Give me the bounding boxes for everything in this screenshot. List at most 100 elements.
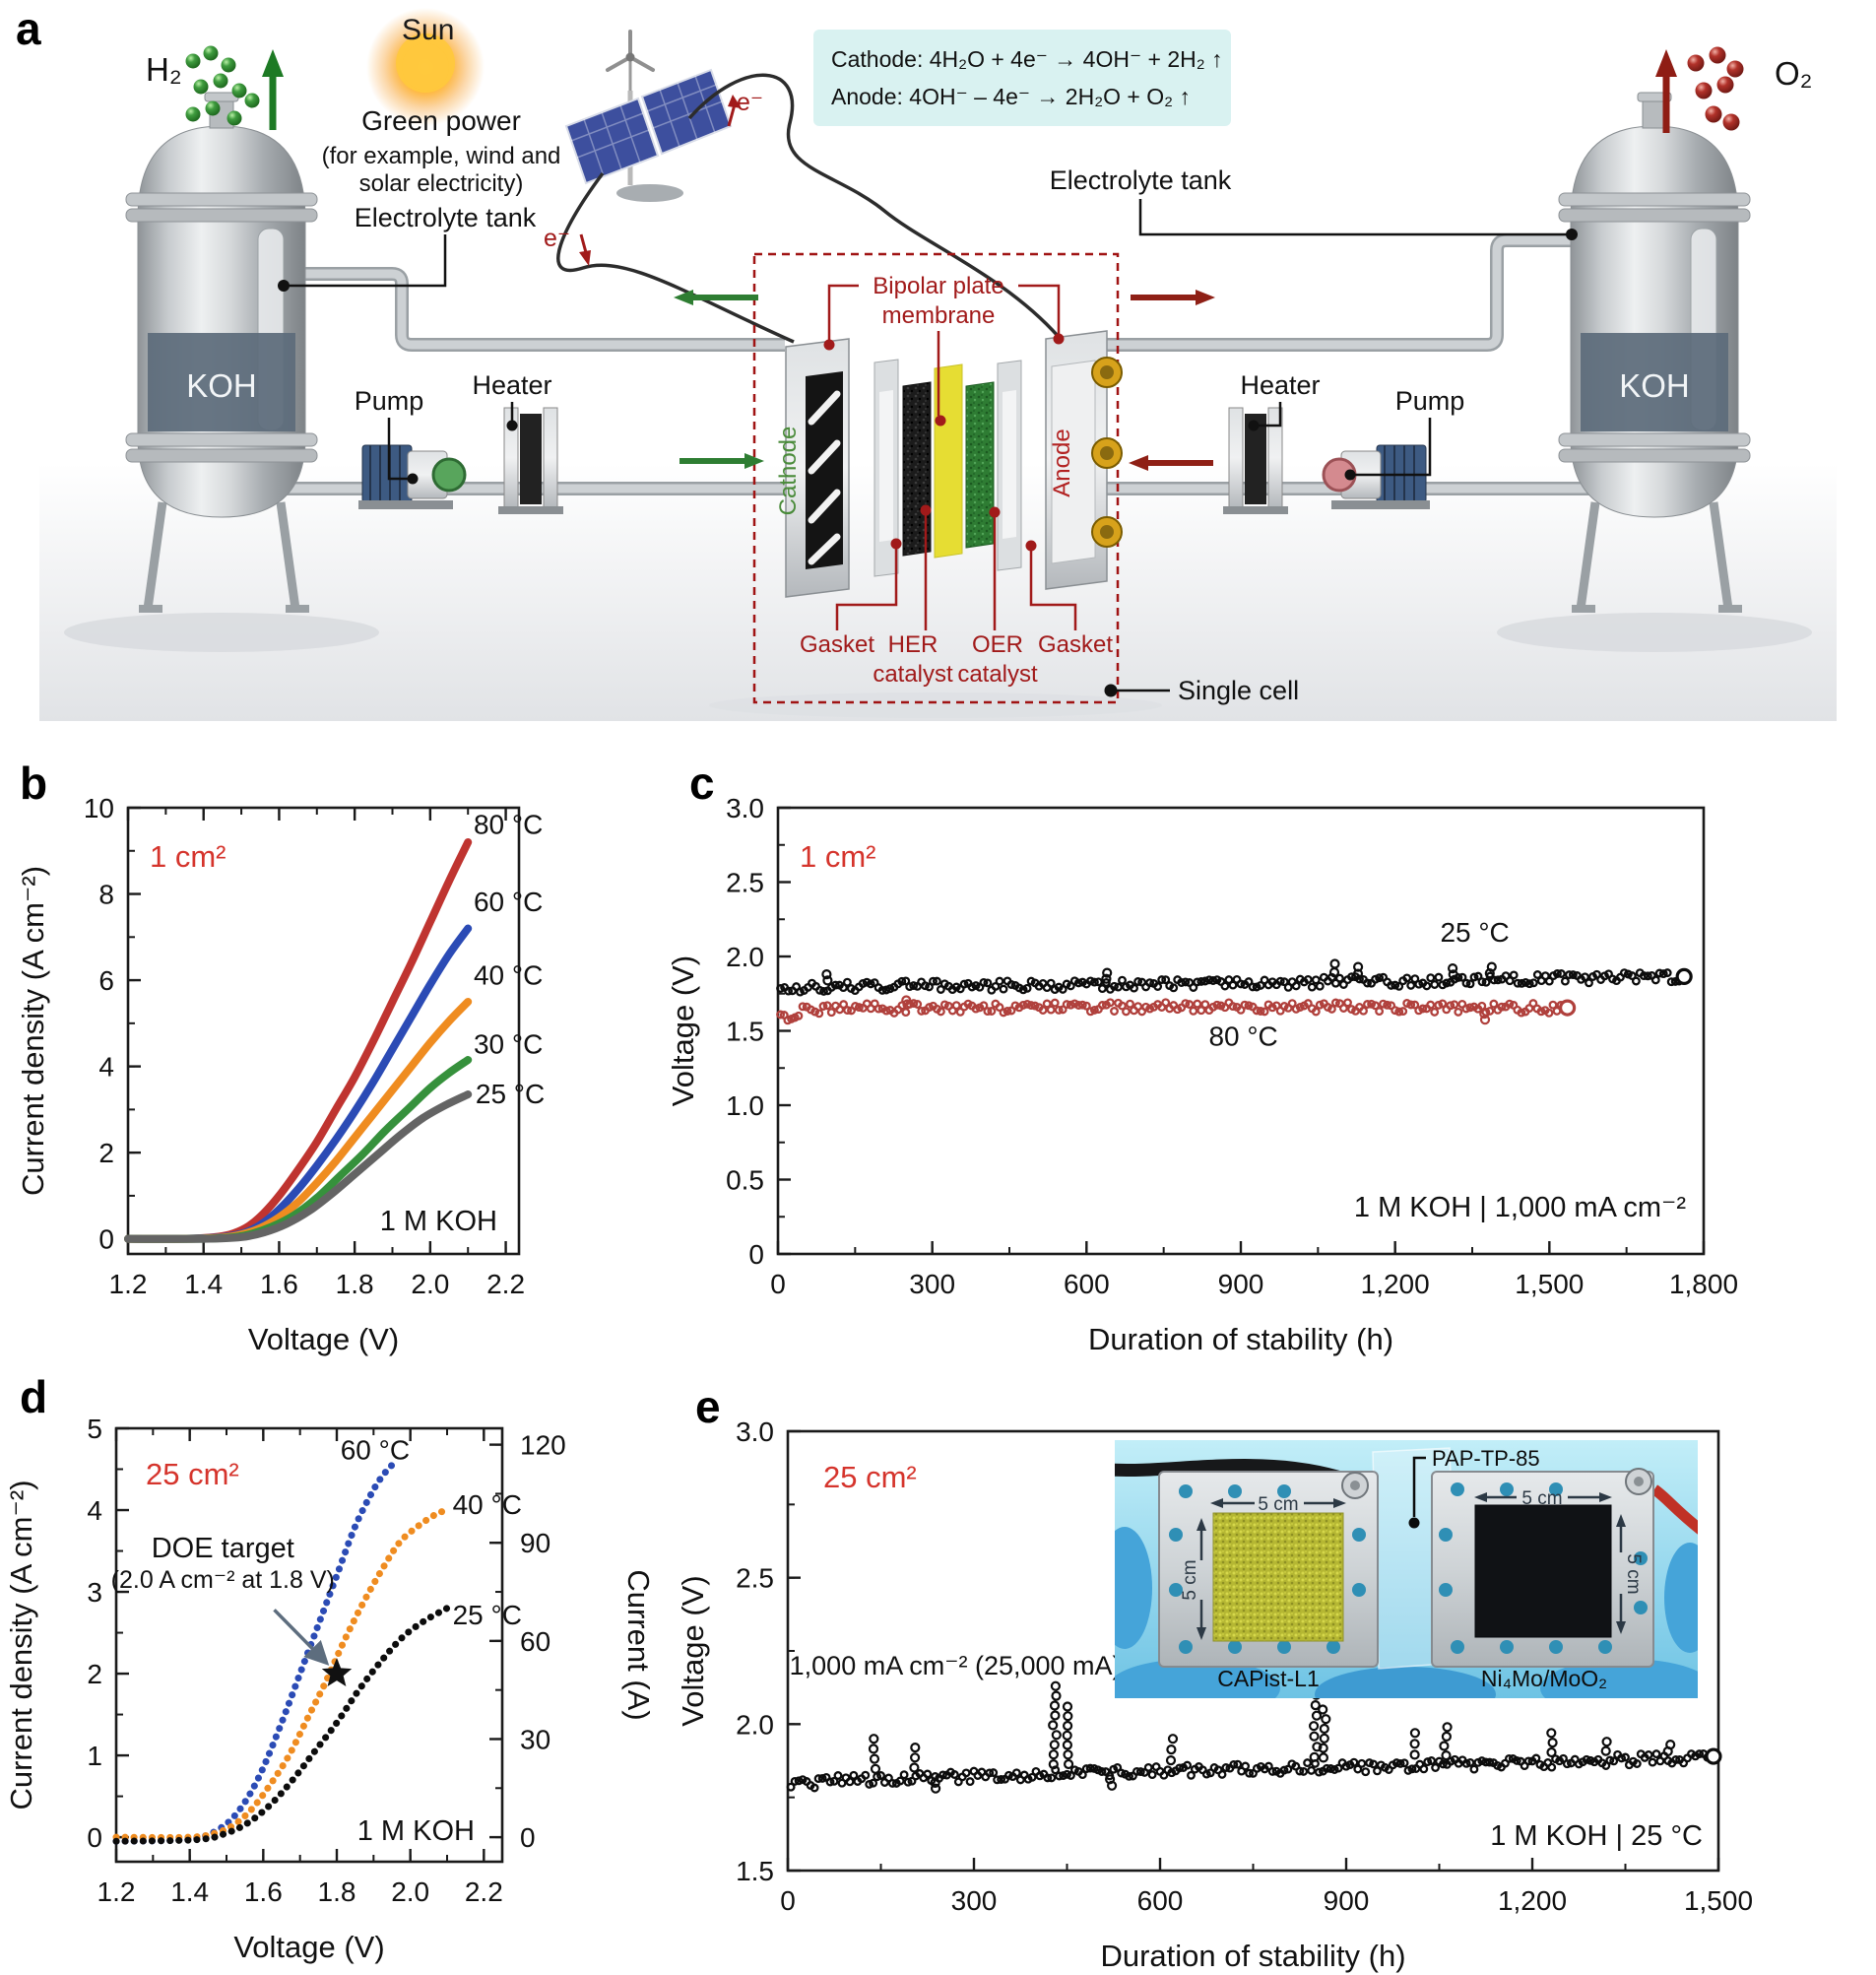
series-end-marker [1559,999,1577,1017]
electron-label-top: e⁻ [737,89,763,116]
y-axis-title: Current density (A cm⁻²) [4,1480,38,1810]
reaction-equations-box: Cathode: 4H₂O + 4e⁻ → 4OH⁻ + 2H₂ ↑ Anode… [813,30,1231,126]
plot-frame [776,806,1706,1256]
membrane-label: membrane [882,302,996,329]
y-tick-label: 2.0 [726,942,764,972]
x-axis-title: Voltage (V) [248,1322,399,1356]
her-catalyst-word: catalyst [873,661,953,688]
series-60 °C [124,924,473,1243]
h2-gas-group: H₂ [146,45,284,130]
electron-label-left: e⁻ [544,225,570,252]
y-tick-label: 4 [87,1495,102,1526]
dim-label-right-v: 5 cm [1623,1553,1644,1594]
heater-left-icon [498,407,563,514]
gasket-label-left: Gasket [800,631,874,658]
green-power-line3: solar electricity) [359,170,524,197]
y-tick-label: 1 [87,1741,102,1771]
series-label: 80 °C [1208,1021,1277,1052]
x-axis-title: Duration of stability (h) [1088,1322,1393,1356]
x-tick-label: 1.8 [318,1876,356,1907]
cathode-label: Cathode [775,427,802,516]
ni4mo-moo2-label: Ni₄Mo/MoO₂ [1481,1666,1607,1691]
panel-letter-d: d [20,1371,48,1422]
y2-tick-label: 120 [520,1430,566,1461]
x-tick-label: 1.6 [244,1876,283,1907]
y-tick-label: 2.5 [736,1563,774,1594]
series-end-marker [1675,967,1693,985]
y-tick-label: 4 [98,1052,114,1083]
panel-letter-b: b [20,757,48,809]
y2-tick-label: 60 [520,1626,550,1657]
cell-component-callouts: Bipolar plate membrane Gasket HER cataly… [800,273,1113,688]
dim-label-left-h: 5 cm [1258,1494,1298,1515]
anode-label: Anode [1049,428,1075,496]
series-line [124,838,473,1243]
cable-right [1650,1484,1698,1535]
x-axis-title: Duration of stability (h) [1100,1939,1405,1973]
annotation-text: (2.0 A cm⁻² at 1.8 V) [111,1566,335,1594]
h2-label: H₂ [146,51,182,88]
series-label: 25 °C [476,1079,545,1109]
anode-ports [1091,357,1123,548]
wires [556,73,1061,344]
x-tick-label: 900 [1324,1885,1370,1916]
pump-left-icon [358,444,467,509]
y-tick-label: 10 [84,793,114,823]
x-tick-label: 2.0 [391,1876,429,1907]
y2-tick-label: 0 [520,1822,536,1853]
panel-a-schematic: KOH KOH H₂ O₂ [39,8,1837,721]
dim-label-right-h: 5 cm [1521,1488,1562,1509]
series-label: 40 °C [453,1489,522,1520]
x-tick-label: 1.6 [260,1269,298,1299]
plot-frame [126,806,521,1256]
y-axis-title: Current density (A cm⁻²) [16,866,50,1196]
area-size-label: 1 cm² [800,839,876,874]
membrane-sheet [934,363,963,559]
x-tick-label: 1.2 [109,1269,148,1299]
h2-molecules-icon [185,45,260,126]
series-trace-0 [786,1680,1722,1794]
x-tick-label: 1,500 [1515,1269,1584,1299]
panel-letter-a: a [16,3,41,54]
area-size-label: 1 cm² [150,839,226,874]
series-line [112,1506,451,1841]
ni4mo-electrode [1474,1504,1612,1638]
y2-tick-label: 30 [520,1724,550,1754]
series-25 °C [112,1605,451,1845]
annotation-text: 1,000 mA cm⁻² (25,000 mA) [790,1651,1122,1680]
x-tick-label: 1,200 [1498,1885,1567,1916]
x-tick-label: 900 [1218,1269,1264,1299]
y2-axis-title: Current (A) [621,1569,656,1720]
y-axis-title: Voltage (V) [666,955,700,1106]
capist-electrode [1212,1512,1344,1642]
x-tick-label: 600 [1064,1269,1110,1299]
y-tick-label: 6 [98,965,114,996]
wind-solar-icon [564,30,733,202]
glove-shapes [1115,1527,1698,1698]
x-tick-label: 2.0 [411,1269,449,1299]
electrode-photo-inset: 5 cm 5 cm 5 cm 5 cm PAP-TP-85 CAPist-L1 … [1115,1440,1698,1698]
y-tick-label: 2.5 [726,868,764,898]
green-power-caption: Green power (for example, wind and solar… [322,105,561,197]
chart-panel-c: 0 300 600 900 1,200 1,500 1,800 0 0.5 1.0 1.5 2.0 2.… [666,793,1738,1356]
x-tick-label: 2.2 [465,1876,503,1907]
series-label: 25 °C [1440,917,1509,948]
x-tick-label: 1.8 [336,1269,374,1299]
left-plate-holes [1169,1484,1366,1654]
series-label: 40 °C [474,959,543,990]
x-tick-label: 1.4 [184,1269,223,1299]
o2-molecules-icon [1687,46,1744,131]
x-tick-label: 1,500 [1684,1885,1753,1916]
plot-frame [786,1429,1720,1873]
series-25 °C [776,958,1693,997]
gasket-label-right: Gasket [1038,631,1113,658]
x-tick-label: 2.2 [486,1269,525,1299]
oer-label: OER [972,631,1023,658]
y-tick-label: 2 [98,1138,114,1168]
cathode-equation: Cathode: 4H₂O + 4e⁻ → 4OH⁻ + 2H₂ ↑ [831,46,1223,72]
y-tick-label: 3.0 [736,1416,774,1447]
x-tick-label: 0 [780,1885,796,1916]
annotation-text: DOE target [152,1533,294,1564]
heater-label-right: Heater [1240,370,1320,400]
koh-label-left: KOH [186,367,257,404]
